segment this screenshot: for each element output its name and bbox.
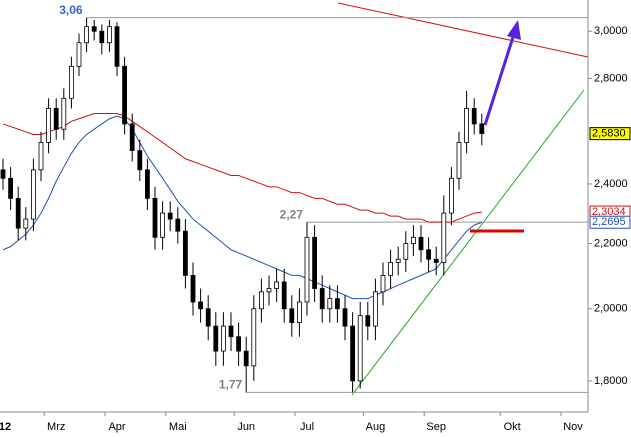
- y-tick-label: 1,8000: [594, 375, 628, 387]
- candle-body: [0, 169, 6, 179]
- candle-body: [220, 325, 226, 352]
- candle-body: [281, 281, 287, 310]
- support-trendline: [351, 89, 585, 396]
- candle-body: [388, 262, 394, 276]
- candle-body: [15, 197, 21, 229]
- candle-body: [107, 26, 112, 44]
- candle-body: [69, 65, 74, 99]
- x-tick-label: Jul: [300, 421, 314, 433]
- annotation: 3,06: [59, 3, 83, 17]
- candle-body: [175, 218, 181, 232]
- value-tag: [589, 127, 631, 141]
- candle-body: [433, 258, 439, 263]
- resistance-trendline: [337, 2, 589, 58]
- candle-body: [274, 281, 280, 289]
- candle-body: [236, 336, 242, 352]
- x-tick-label: Apr: [108, 421, 125, 433]
- y-tick-label: 2,0000: [594, 303, 628, 315]
- x-tick-label: Okt: [504, 421, 521, 433]
- candle-body: [365, 315, 371, 327]
- candle-body: [198, 301, 204, 310]
- candle-body: [380, 274, 386, 293]
- y-tick-label: 2,8000: [594, 72, 628, 84]
- candle-body: [46, 108, 51, 143]
- x-tick-label: Aug: [366, 421, 386, 433]
- candle-body: [357, 315, 363, 382]
- candle-body: [304, 236, 310, 303]
- y-tick-label: 2,2000: [594, 237, 628, 249]
- candle-body: [456, 142, 462, 179]
- moving-average: [2, 115, 482, 300]
- candle-body: [129, 123, 135, 151]
- candle-body: [182, 230, 188, 276]
- x-tick-label: Mai: [169, 421, 187, 433]
- candle-body: [76, 42, 82, 67]
- value-tag-label: 2,2695: [592, 216, 626, 228]
- value-tag: [589, 215, 631, 229]
- candle-body: [213, 325, 219, 352]
- candle-body: [350, 325, 356, 382]
- x-tick-label: 12: [0, 421, 11, 433]
- candle-body: [251, 308, 257, 367]
- candle-body: [471, 108, 477, 125]
- candle-body: [289, 308, 295, 323]
- candle-body: [160, 212, 166, 238]
- candle-body: [53, 108, 59, 130]
- annotation: 2,27: [280, 207, 304, 221]
- candle-body: [23, 218, 29, 229]
- candle-body: [319, 288, 325, 310]
- x-tick-label: Nov: [563, 421, 583, 433]
- candle-body: [38, 142, 44, 171]
- candle-body: [91, 26, 97, 32]
- candle-body: [403, 243, 409, 260]
- candle-body: [426, 249, 432, 260]
- candle-body: [243, 350, 249, 367]
- candle-body: [152, 197, 158, 238]
- candle-body: [441, 212, 447, 263]
- candle-body: [448, 177, 454, 214]
- candle-body: [410, 236, 416, 244]
- arrow-shaft: [483, 33, 516, 126]
- candle-body: [99, 30, 105, 44]
- candle-body: [84, 26, 89, 44]
- y-tick-label: 2,4000: [594, 178, 628, 190]
- candle-body: [312, 236, 318, 289]
- candle-body: [144, 169, 150, 199]
- candle-body: [418, 236, 424, 251]
- candle-body: [190, 274, 196, 303]
- value-tag-label: 2,5830: [592, 128, 626, 140]
- x-tick-label: Jun: [237, 421, 255, 433]
- candle-body: [464, 108, 470, 143]
- candle-body: [372, 291, 378, 327]
- x-tick-label: Mrz: [47, 421, 65, 433]
- annotation: 1,77: [219, 378, 243, 392]
- x-tick-label: Sep: [426, 421, 446, 433]
- candle-body: [122, 65, 127, 125]
- candle-body: [296, 301, 302, 323]
- arrow-head: [507, 20, 521, 40]
- candle-body: [114, 26, 120, 67]
- candle-body: [266, 288, 272, 293]
- candle-body: [395, 258, 401, 263]
- moving-average: [2, 113, 482, 223]
- candle-body: [137, 150, 143, 171]
- candle-body: [205, 308, 211, 327]
- candle-body: [479, 123, 485, 135]
- candle-body: [167, 212, 173, 220]
- candle-body: [342, 308, 348, 327]
- candle-body: [258, 291, 264, 310]
- candle-body: [30, 169, 36, 220]
- candle-body: [8, 177, 14, 199]
- y-tick-label: 3,0000: [594, 25, 628, 37]
- candle-body: [61, 97, 67, 130]
- candle-body: [327, 298, 333, 310]
- candle-body: [334, 298, 340, 310]
- value-tag-label: 2,3034: [592, 206, 626, 218]
- candle-body: [228, 325, 234, 338]
